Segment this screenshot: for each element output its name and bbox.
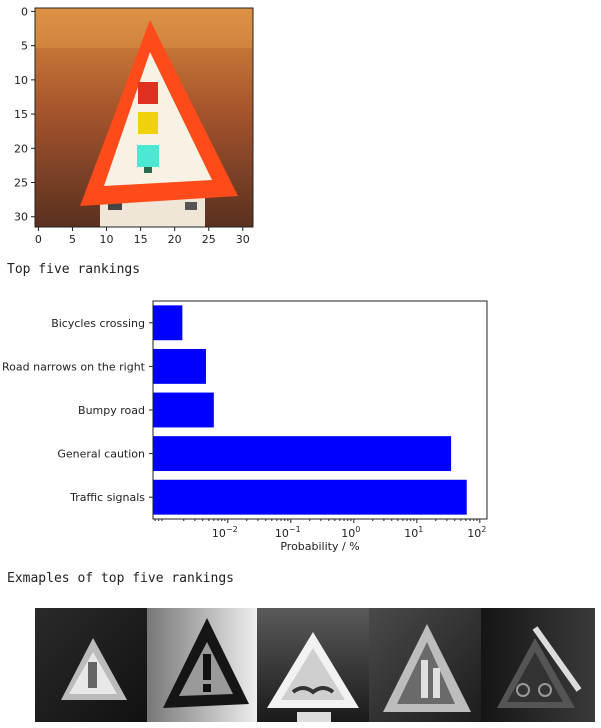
top-five-heading: Top five rankings: [7, 262, 141, 277]
y-tick-label: 15: [14, 108, 28, 121]
category-label: Road narrows on the right: [2, 360, 146, 373]
probability-bar-chart: Traffic signals General caution Bumpy road…: [2, 300, 488, 553]
x-tick-label: 0: [35, 233, 42, 246]
bar: [153, 392, 214, 428]
category-label: Traffic signals: [69, 491, 145, 504]
example-bicycles-crossing: [481, 608, 595, 722]
y-tick-label: 20: [14, 142, 28, 155]
category-label: Bumpy road: [78, 404, 145, 417]
example-road-narrows: [369, 608, 481, 722]
x-tick-label: 20: [168, 233, 182, 246]
category-label: Bicycles crossing: [51, 317, 145, 330]
y-tick-label: 10: [14, 74, 28, 87]
x-tick-label: 10−2: [212, 525, 238, 540]
examples-strip: [35, 608, 595, 722]
x-tick-label: 5: [69, 233, 76, 246]
bar: [153, 348, 206, 384]
example-bumpy-road: [257, 608, 369, 722]
example-traffic-signals: [35, 608, 147, 722]
y-tick-label: 25: [14, 177, 28, 190]
sign-image: [35, 8, 253, 227]
example-general-caution: [147, 608, 257, 722]
sign-image-x-axis: 0 5 10 15 20 25 30: [35, 227, 250, 246]
bar: [153, 479, 467, 515]
y-tick-label: 0: [21, 5, 28, 18]
x-tick-label: 15: [134, 233, 148, 246]
x-tick-label: 30: [236, 233, 250, 246]
bar: [153, 305, 183, 341]
x-tick-label: 101: [404, 525, 423, 540]
x-tick-label: 102: [467, 525, 486, 540]
x-tick-label: 10−1: [275, 525, 301, 540]
examples-heading: Exmaples of top five rankings: [7, 571, 234, 586]
x-tick-label: 100: [341, 525, 360, 540]
bar: [153, 436, 452, 472]
x-axis-label: Probability / %: [280, 540, 359, 553]
y-tick-label: 30: [14, 211, 28, 224]
x-tick-label: 10: [100, 233, 114, 246]
sign-image-y-axis: 0 5 10 15 20 25 30: [14, 5, 35, 224]
y-tick-label: 5: [21, 40, 28, 53]
category-label: General caution: [57, 448, 145, 461]
sign-image-plot: 0 5 10 15 20 25 30 0 5 10 15 20 25 30: [14, 5, 254, 246]
x-tick-label: 25: [202, 233, 216, 246]
